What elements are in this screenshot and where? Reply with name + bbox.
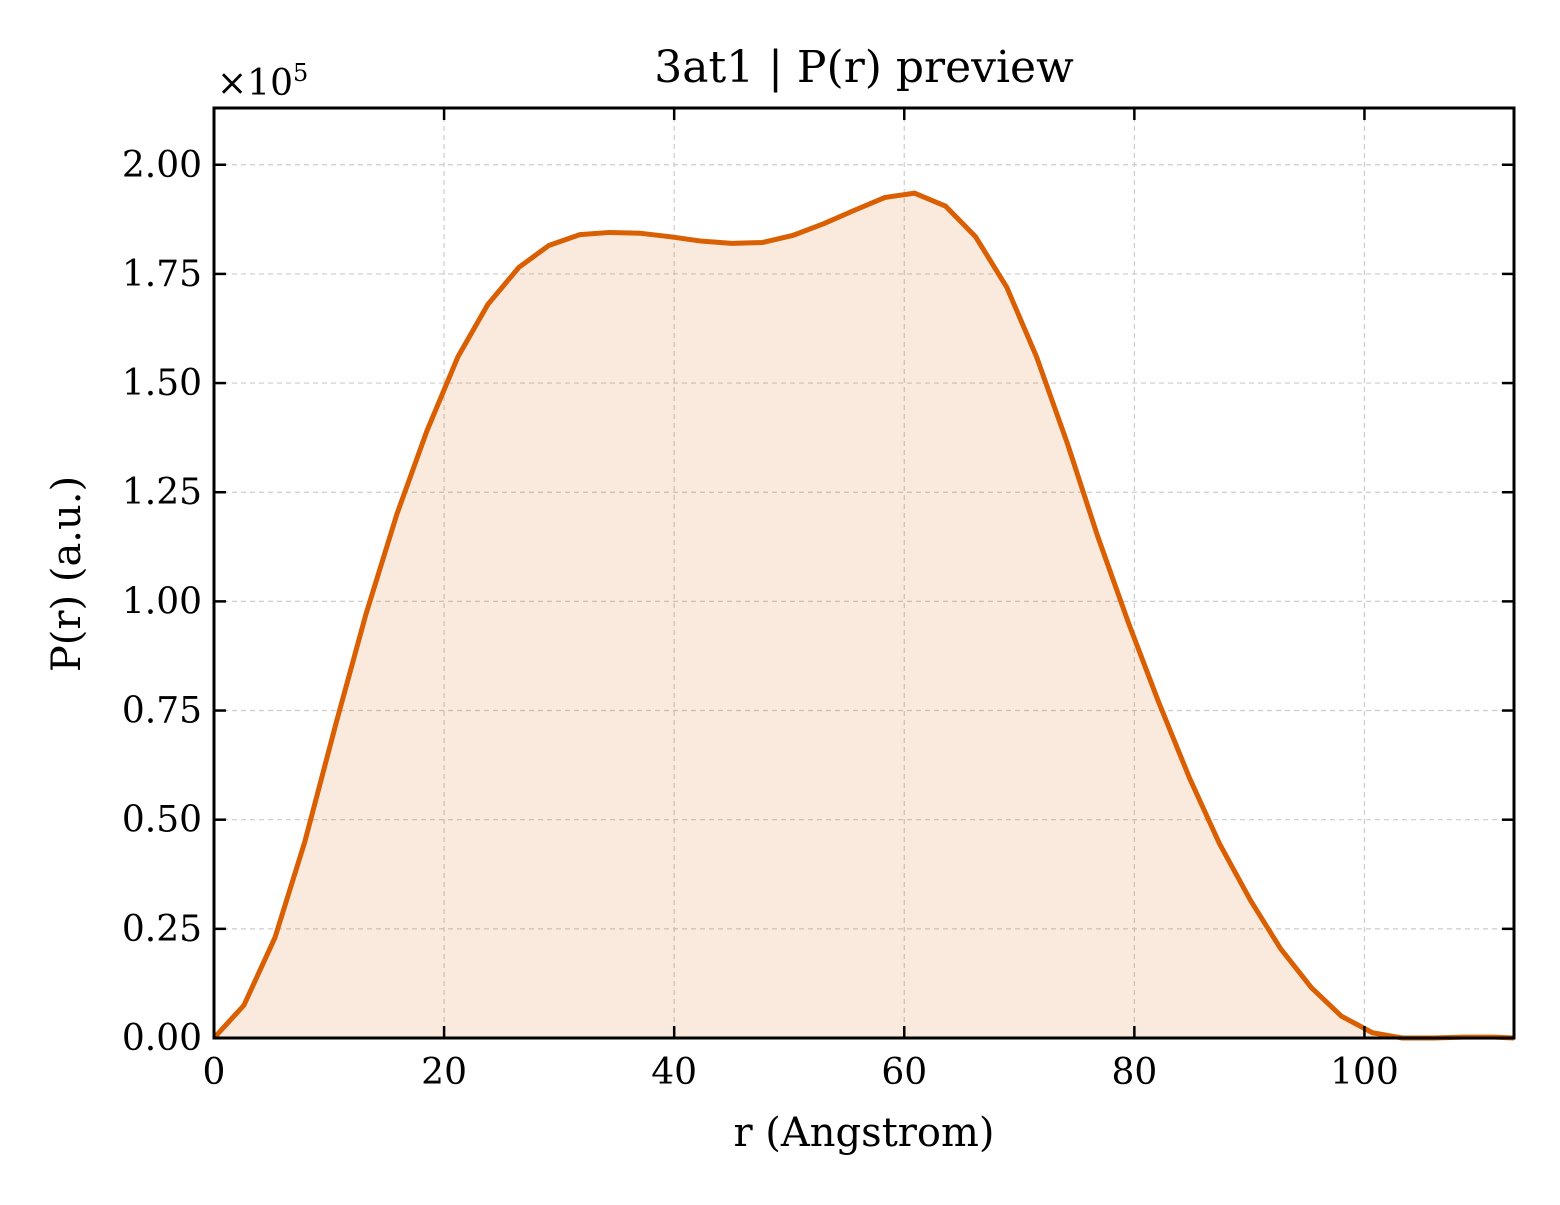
area-fill bbox=[214, 193, 1514, 1038]
y-tick-label: 0.00 bbox=[122, 1018, 202, 1059]
y-offset-exponent: 5 bbox=[293, 59, 308, 87]
y-tick-label: 0.50 bbox=[122, 800, 202, 841]
y-tick-label: 1.75 bbox=[122, 254, 202, 295]
grid-lines bbox=[214, 108, 1514, 1038]
plot-frame bbox=[212, 106, 1516, 1040]
x-tick-label: 80 bbox=[1111, 1052, 1157, 1093]
y-tick-label: 2.00 bbox=[122, 145, 202, 186]
series-line bbox=[212, 190, 1515, 1041]
y-offset-base: ×10 bbox=[217, 63, 293, 104]
y-tick-label: 1.50 bbox=[122, 363, 202, 404]
y-axis-label: P(r) (a.u.) bbox=[44, 476, 90, 672]
y-tick-label: 1.00 bbox=[122, 581, 202, 622]
y-tick-label: 1.25 bbox=[122, 472, 202, 513]
chart-title: 3at1 | P(r) preview bbox=[654, 42, 1074, 93]
x-tick-label: 100 bbox=[1330, 1052, 1399, 1093]
x-tick-label: 0 bbox=[203, 1052, 226, 1093]
y-tick-label: 0.75 bbox=[122, 691, 202, 732]
axis-ticks: 0 20 40 60 80 100 0.00 0.25 0.50 0.75 1.00 1.25 1.50… bbox=[122, 108, 1514, 1093]
x-tick-label: 40 bbox=[651, 1052, 697, 1093]
x-tick-label: 20 bbox=[421, 1052, 467, 1093]
y-offset-label: ×105 bbox=[217, 59, 308, 104]
y-tick-label: 0.25 bbox=[122, 909, 202, 950]
x-tick-label: 60 bbox=[881, 1052, 927, 1093]
x-axis-label: r (Angstrom) bbox=[733, 1110, 994, 1156]
